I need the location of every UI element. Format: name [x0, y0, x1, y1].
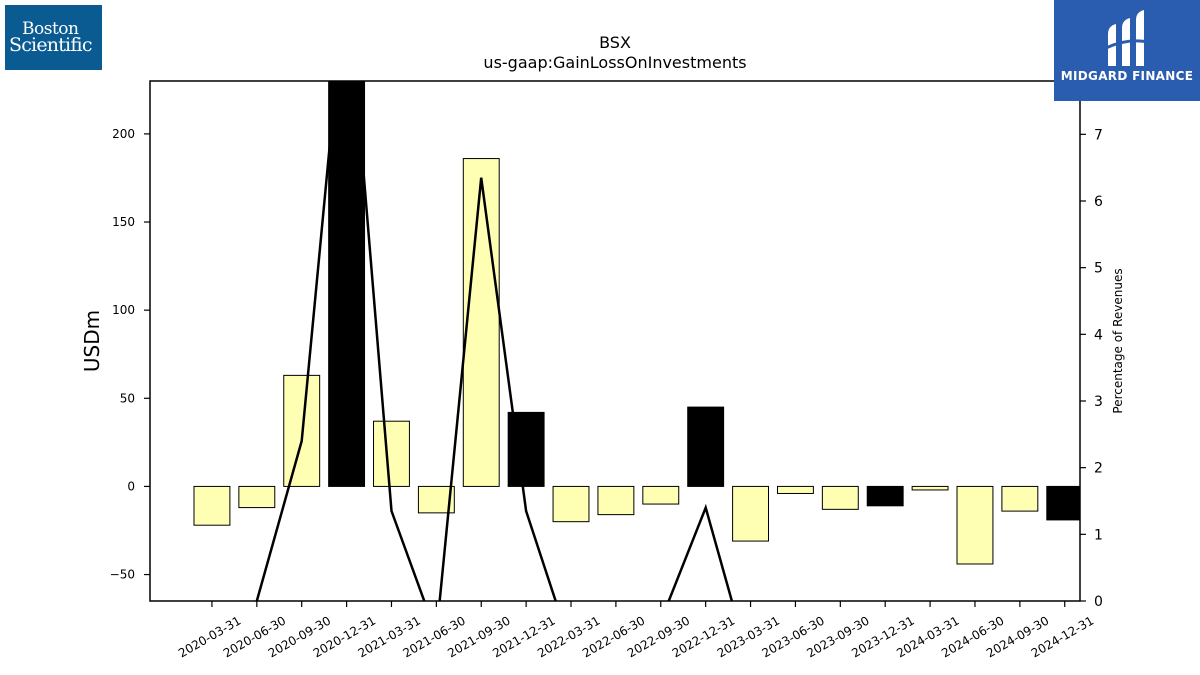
y2-tick-label: 5	[1094, 261, 1103, 277]
bar-2021-09-30	[462, 158, 500, 487]
y-tick-label: 150	[112, 215, 135, 229]
y-axis-left: −50 0 50 100 150 200	[110, 127, 150, 582]
y2-tick-label: 7	[1094, 127, 1103, 143]
logo-name: MIDGARD FINANCE	[1060, 69, 1194, 83]
y-tick-label: 100	[112, 303, 135, 317]
logo-line-2: Scientific	[9, 34, 92, 56]
plot-frame	[149, 80, 1081, 602]
y-tick-label: −50	[110, 568, 135, 582]
y2-tick-label: 0	[1094, 594, 1103, 610]
chart-title: BSX	[599, 33, 631, 52]
y-tick-label: 200	[112, 127, 135, 141]
bars-group	[193, 81, 1080, 565]
bar-2020-12-31	[328, 81, 366, 487]
bar-2020-06-30	[238, 485, 276, 509]
bar-2023-03-31	[732, 485, 770, 542]
bar-2023-12-31	[866, 485, 904, 507]
logo-line-1: Boston	[22, 19, 79, 39]
bar-2022-06-30	[597, 485, 635, 516]
bar-2023-09-30	[821, 485, 859, 510]
bar-2024-06-30	[956, 485, 994, 565]
y2-tick-label: 2	[1094, 461, 1103, 477]
bar-2024-12-31	[1046, 485, 1080, 521]
bar-2022-12-31	[687, 406, 725, 487]
bar-2023-06-30	[776, 485, 814, 494]
bar-2021-03-31	[373, 420, 410, 487]
y2-tick-label: 6	[1094, 194, 1103, 210]
y-axis-right: 0 1 2 3 4 5 6 7	[1080, 127, 1103, 610]
midgard-emblem-icon	[1105, 10, 1149, 66]
midgard-finance-logo: MIDGARD FINANCE	[1054, 0, 1200, 101]
y2-tick-label: 1	[1094, 527, 1103, 543]
bar-2022-09-30	[642, 485, 680, 505]
y2-tick-label: 3	[1094, 394, 1103, 410]
boston-scientific-logo: Boston Scientific	[5, 5, 102, 70]
y2-tick-label: 4	[1094, 327, 1103, 343]
chart-subtitle: us-gaap:GainLossOnInvestments	[483, 53, 746, 72]
y-tick-label: 0	[127, 479, 135, 493]
bar-2024-09-30	[1001, 485, 1039, 512]
bar-2024-03-31	[911, 485, 949, 491]
y-tick-label: 50	[120, 391, 135, 405]
x-axis: 2020-03-312020-06-302020-09-302020-12-31…	[176, 601, 1096, 660]
bar-2022-03-31	[552, 485, 590, 523]
y-axis-label: USDm	[80, 310, 104, 372]
y2-axis-label: Percentage of Revenues	[1111, 268, 1125, 413]
bar-2020-03-31	[193, 485, 231, 526]
